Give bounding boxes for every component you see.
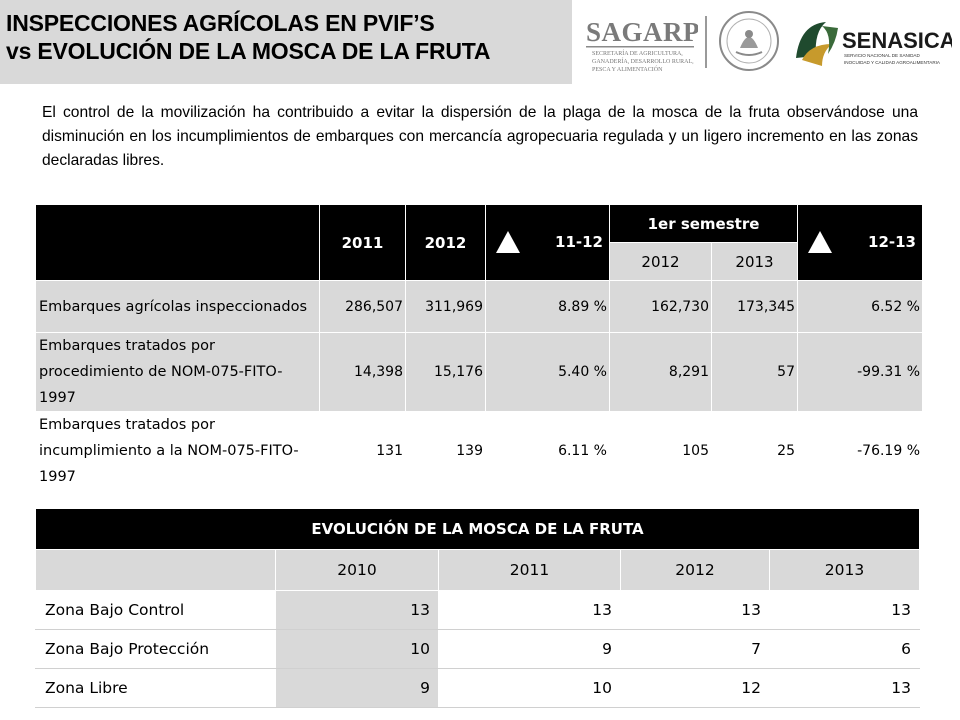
fruit-fly-table: EVOLUCIÓN DE LA MOSCA DE LA FRUTA 2010 2… (34, 508, 921, 708)
increase-triangle-icon (808, 231, 832, 253)
zone-value: 13 (620, 590, 770, 630)
zone-value: 10 (438, 668, 621, 708)
table-row: Embarques agrícolas inspeccionados 286,5… (35, 280, 923, 333)
sagarpa-logo-sub3: PESCA Y ALIMENTACIÓN (592, 65, 663, 73)
zone-value: 9 (438, 629, 621, 669)
sagarpa-logo: SAGARPA SECRETARÍA DE AGRICULTURA, GANAD… (586, 17, 698, 73)
senasica-logo: SENASICA SERVICIO NACIONAL DE SANIDAD IN… (796, 22, 952, 66)
fruit-fly-year-header: 2013 (768, 549, 921, 591)
table-row: Embarques tratados por procedimiento de … (35, 332, 923, 412)
header-change-12-13-label: 12-13 (868, 233, 916, 251)
header-change-11-12-label: 11-12 (555, 233, 603, 251)
zone-label: Zona Bajo Protección (35, 629, 276, 669)
header-change-12-13: 12-13 (797, 204, 923, 281)
cell-change-11-12: 5.40 % (485, 332, 610, 412)
cell-change-12-13: 6.52 % (797, 280, 923, 333)
senasica-logo-sub1: SERVICIO NACIONAL DE SANIDAD (844, 53, 920, 58)
zone-value: 13 (438, 590, 621, 630)
cell-semester-2013: 173,345 (711, 280, 798, 333)
sagarpa-logo-sub1: SECRETARÍA DE AGRICULTURA, (592, 49, 683, 57)
cell-semester-2012: 8,291 (609, 332, 712, 412)
senasica-logo-sub2: INOCUIDAD Y CALIDAD AGROALIMENTARIA (844, 60, 941, 65)
cell-change-12-13: -76.19 % (797, 411, 923, 491)
header-semester-2012: 2012 (609, 242, 712, 281)
header-2011: 2011 (319, 204, 406, 281)
zone-value: 13 (275, 590, 439, 630)
sagarpa-logo-name: SAGARPA (586, 17, 698, 47)
cell-2012: 139 (405, 411, 486, 491)
intro-paragraph: El control de la movilización ha contrib… (42, 104, 918, 169)
cell-semester-2013: 25 (711, 411, 798, 491)
cell-change-11-12: 8.89 % (485, 280, 610, 333)
senasica-logo-name: SENASICA (842, 28, 952, 53)
sagarpa-logo-sub2: GANADERÍA, DESARROLLO RURAL, (592, 57, 694, 65)
zone-value: 7 (620, 629, 770, 669)
zone-value: 6 (768, 629, 921, 669)
cell-2011: 131 (319, 411, 406, 491)
zone-value: 10 (275, 629, 439, 669)
cell-2011: 14,398 (319, 332, 406, 412)
zone-value: 13 (768, 590, 921, 630)
cell-change-11-12: 6.11 % (485, 411, 610, 491)
page-title-line1: INSPECCIONES AGRÍCOLAS EN PVIF’S (6, 10, 435, 36)
table-row: Embarques tratados por incumplimiento a … (35, 411, 923, 491)
cell-2012: 311,969 (405, 280, 486, 333)
zone-value: 13 (768, 668, 921, 708)
cell-semester-2012: 162,730 (609, 280, 712, 333)
cell-semester-2012: 105 (609, 411, 712, 491)
fruit-fly-table-title: EVOLUCIÓN DE LA MOSCA DE LA FRUTA (34, 508, 921, 550)
inspections-table: 2011 2012 11-12 1er semestre 12-13 2012 … (35, 204, 923, 491)
fruit-fly-header-blank (35, 549, 276, 591)
cell-2011: 286,507 (319, 280, 406, 333)
header-change-11-12: 11-12 (485, 204, 610, 281)
increase-triangle-icon (496, 231, 520, 253)
row-label: Embarques agrícolas inspeccionados (35, 280, 320, 333)
fruit-fly-year-header: 2011 (438, 549, 621, 591)
row-label: Embarques tratados por procedimiento de … (35, 332, 320, 412)
zone-value: 9 (275, 668, 439, 708)
logo-divider (705, 16, 707, 68)
header-blank-cell (35, 204, 320, 281)
cell-semester-2013: 57 (711, 332, 798, 412)
zone-label: Zona Libre (35, 668, 276, 708)
cell-2012: 15,176 (405, 332, 486, 412)
national-seal-icon (719, 11, 779, 71)
zone-value: 12 (620, 668, 770, 708)
table-row: Zona Libre 9 10 12 13 (35, 668, 921, 708)
cell-change-12-13: -99.31 % (797, 332, 923, 412)
fruit-fly-year-header: 2010 (275, 549, 439, 591)
title-banner: INSPECCIONES AGRÍCOLAS EN PVIF’S vs EVOL… (0, 0, 572, 84)
zone-label: Zona Bajo Control (35, 590, 276, 630)
table-row: Zona Bajo Control 13 13 13 13 (35, 590, 921, 630)
header-semester-2013: 2013 (711, 242, 798, 281)
page-title-line2: vs EVOLUCIÓN DE LA MOSCA DE LA FRUTA (6, 38, 491, 64)
fruit-fly-year-header: 2012 (620, 549, 770, 591)
header-2012: 2012 (405, 204, 486, 281)
header-first-semester: 1er semestre (609, 204, 798, 243)
table-row: Zona Bajo Protección 10 9 7 6 (35, 629, 921, 669)
row-label: Embarques tratados por incumplimiento a … (35, 411, 320, 491)
